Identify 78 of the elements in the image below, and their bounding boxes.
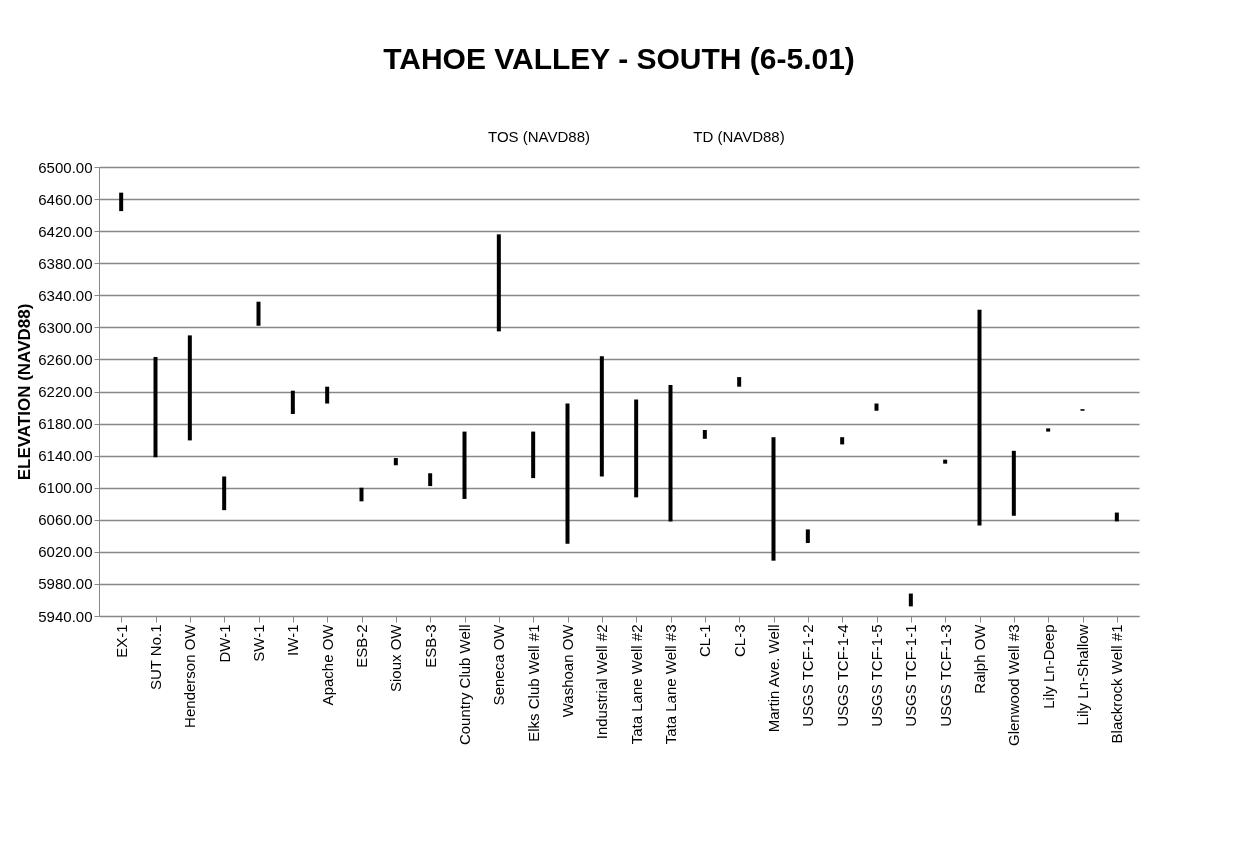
y-tick-label: 5980.00 [38, 575, 93, 593]
x-tick-label: Lily Ln-Shallow [1074, 624, 1091, 726]
bar [187, 335, 192, 441]
bar [496, 234, 501, 332]
x-tick-label: SW-1 [250, 624, 267, 662]
bar [599, 356, 604, 477]
x-tick-label: USGS TCF-1-5 [868, 624, 885, 727]
x-tick-label: Tata Lane Well #2 [627, 624, 645, 745]
x-tick-label: Elks Club Well #1 [524, 624, 542, 742]
x-tick-label: Henderson OW [181, 623, 199, 728]
x-tick-label: Lily Ln-Deep [1039, 624, 1057, 709]
y-tick-label: 6180.00 [38, 415, 93, 433]
x-tick-label: USGS TCF-1-2 [799, 624, 817, 727]
x-tick-label: Country Club Well [456, 624, 473, 746]
bar [1114, 512, 1119, 522]
y-tick-label: 6300.00 [38, 318, 93, 336]
bar [462, 431, 467, 499]
bar [359, 487, 364, 502]
bar [771, 437, 776, 561]
x-tick-label: CL-3 [730, 624, 748, 658]
x-tick-label: IW-1 [284, 624, 302, 656]
bar [702, 429, 707, 439]
x-tick-label: Blackrock Well #1 [1108, 624, 1126, 744]
y-axis-title: ELEVATION (NAVD88) [15, 303, 35, 481]
bar [634, 399, 639, 498]
bar [840, 437, 845, 445]
bar [565, 403, 570, 544]
bar [290, 390, 295, 414]
bar [977, 309, 982, 526]
y-tick-label: 6420.00 [38, 222, 93, 240]
y-tick-label: 6340.00 [38, 286, 93, 304]
y-tick-label: 6220.00 [38, 383, 93, 400]
bar [222, 476, 227, 511]
y-tick-label: 6500.00 [38, 158, 93, 176]
bar [256, 301, 261, 326]
bar [908, 593, 913, 607]
bar [668, 385, 673, 522]
x-tick-label: Seneca OW [490, 623, 508, 706]
text: TOS (NAVD88) [488, 128, 590, 145]
x-tick-label: ESB-3 [421, 624, 439, 668]
x-tick-label: Glenwood Well #3 [1005, 624, 1023, 746]
bar [393, 458, 398, 466]
x-tick-label: Industrial Well #2 [593, 624, 611, 740]
x-tick-label: DW-1 [215, 624, 233, 663]
x-tick-label: USGS TCF-1-3 [936, 624, 954, 727]
bar [805, 529, 810, 544]
y-tick-label: 6460.00 [38, 190, 93, 208]
y-tick-label: 6140.00 [38, 447, 93, 465]
x-tick-label: CL-1 [696, 624, 714, 658]
x-tick-label: USGS TCF-1-1 [902, 624, 920, 727]
y-tick-label: 6060.00 [38, 511, 93, 529]
y-tick-label: 6020.00 [38, 543, 93, 561]
x-tick-label: Sioux OW [387, 623, 405, 693]
y-tick-label: 6260.00 [38, 350, 93, 368]
bar [874, 403, 879, 411]
bar [325, 386, 330, 404]
bar [1046, 428, 1051, 432]
x-tick-label: Tata Lane Well #3 [662, 624, 679, 745]
chart-title: TAHOE VALLEY - SOUTH (6-5.01) [383, 42, 855, 75]
bar [428, 473, 433, 487]
x-tick-label: Martin Ave. Well [765, 624, 782, 733]
y-tick-label: 6100.00 [38, 479, 93, 497]
bar [737, 377, 742, 387]
bar [1011, 450, 1016, 516]
x-tick-label: Washoan OW [559, 623, 576, 718]
x-tick-label: USGS TCF-1-4 [833, 624, 851, 727]
y-tick-label: 6380.00 [38, 254, 93, 272]
bar [943, 459, 948, 464]
bar [531, 431, 536, 479]
y-tick-label: 5940.00 [38, 607, 93, 625]
bar [153, 357, 158, 458]
x-tick-label: ESB-2 [353, 624, 370, 668]
x-tick-label: SUT No.1 [147, 624, 164, 691]
x-tick-label: Ralph OW [971, 623, 988, 694]
bar [119, 192, 124, 212]
x-tick-label: EX-1 [112, 624, 130, 658]
text: TD (NAVD88) [693, 128, 785, 145]
x-tick-label: Apache OW [318, 623, 336, 706]
